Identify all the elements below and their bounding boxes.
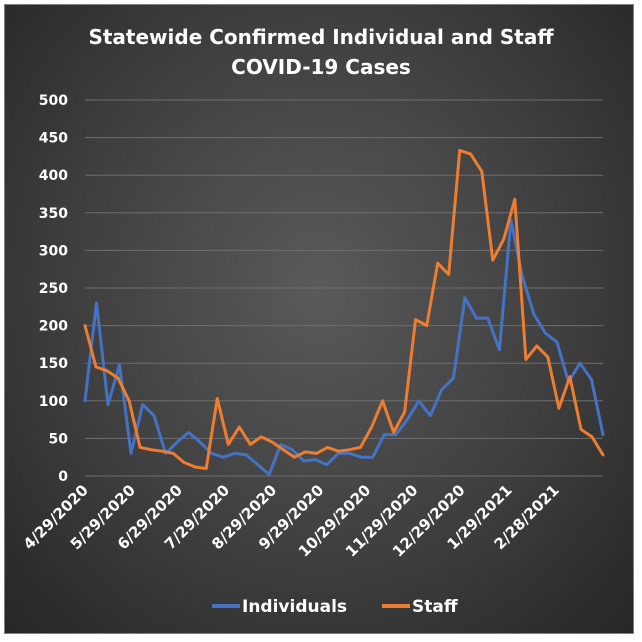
y-tick-label: 300 bbox=[39, 243, 68, 259]
series-line-staff bbox=[83, 148, 605, 470]
series-line-individuals bbox=[83, 218, 605, 476]
y-tick-label: 0 bbox=[58, 469, 68, 485]
chart-title-line-2: COVID-19 Cases bbox=[231, 55, 411, 79]
y-tick-label: 350 bbox=[39, 206, 68, 222]
y-tick-label: 50 bbox=[49, 431, 69, 447]
x-axis-ticks: 4/29/20205/29/20206/29/20207/29/20208/29… bbox=[20, 481, 563, 561]
y-tick-label: 500 bbox=[39, 93, 68, 109]
series-lines bbox=[83, 148, 605, 476]
legend-label-staff: Staff bbox=[412, 597, 458, 617]
y-tick-label: 450 bbox=[39, 131, 68, 147]
y-tick-label: 200 bbox=[39, 319, 68, 335]
y-tick-label: 150 bbox=[39, 356, 68, 372]
chart-title-line-1: Statewide Confirmed Individual and Staff bbox=[88, 25, 554, 49]
y-tick-label: 400 bbox=[39, 168, 68, 184]
y-tick-label: 100 bbox=[39, 394, 68, 410]
chart-area bbox=[4, 4, 634, 634]
legend-label-individuals: Individuals bbox=[242, 597, 347, 617]
legend: Individuals Staff bbox=[212, 597, 458, 617]
y-axis-ticks: 0 50 100 150 200 250 300 350 400 450 500 bbox=[39, 93, 68, 485]
y-tick-label: 250 bbox=[39, 281, 68, 297]
